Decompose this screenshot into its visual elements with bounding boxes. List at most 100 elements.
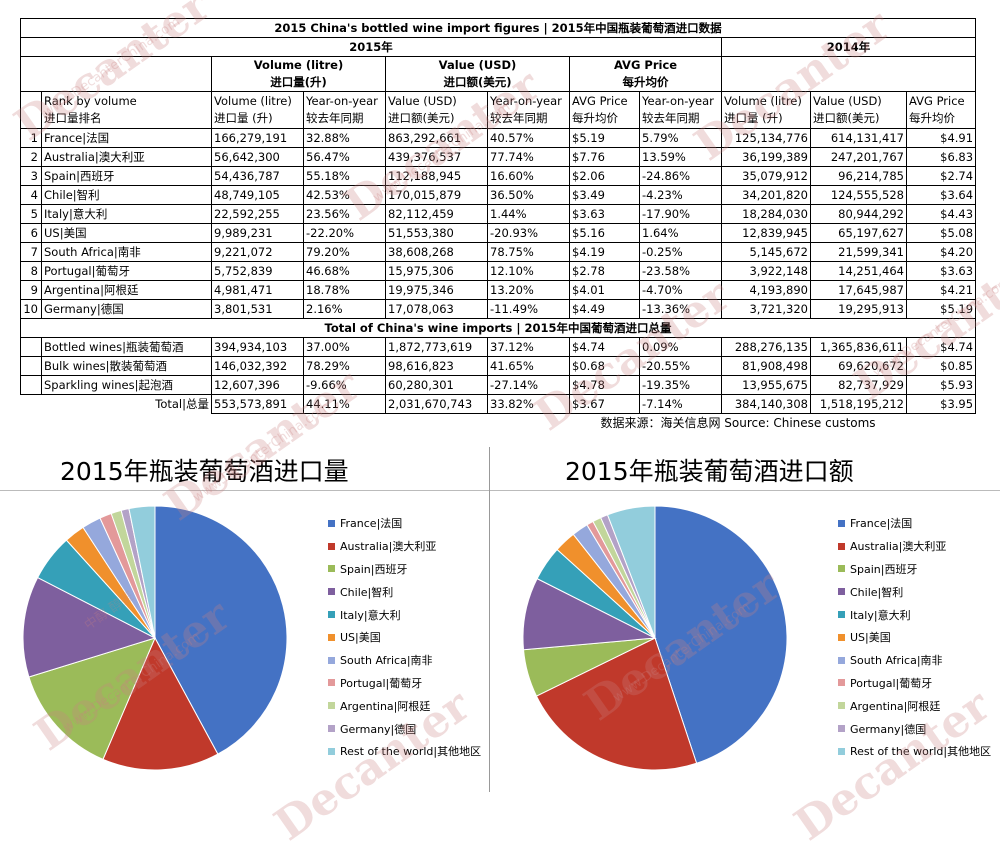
value-cell: 863,292,661 bbox=[385, 128, 488, 148]
group-value-header: Value (USD) 进口额(美元) bbox=[385, 56, 570, 92]
blank-header bbox=[20, 56, 212, 92]
rank-cell: 7 bbox=[20, 242, 42, 262]
country-cell: Italy|意大利 bbox=[41, 204, 212, 224]
avg-price-cell: $5.19 bbox=[569, 128, 640, 148]
avg-yoy-cell: -17.90% bbox=[639, 204, 722, 224]
legend-label: Italy|意大利 bbox=[340, 608, 401, 622]
value-2014-cell: 1,365,836,611 bbox=[810, 337, 907, 357]
total-label-cell: Bottled wines|瓶装葡萄酒 bbox=[41, 337, 212, 357]
legend-swatch bbox=[838, 679, 845, 687]
country-cell: Spain|西班牙 bbox=[41, 166, 212, 186]
column-header-row: Rank by volume 进口量排名 Volume (litre) 进口量 (升… bbox=[20, 91, 977, 129]
volume-yoy-cell: 79.20% bbox=[303, 242, 386, 262]
legend-label: US|美国 bbox=[850, 631, 891, 645]
legend-entry-argentina: Argentina|阿根廷 bbox=[838, 694, 991, 717]
volume-yoy-cell: 23.56% bbox=[303, 204, 386, 224]
col-avg-yoy-cn: 较去年同期 bbox=[642, 111, 700, 125]
volume-yoy-cell: -22.20% bbox=[303, 223, 386, 243]
rank-cell: 3 bbox=[20, 166, 42, 186]
legend-swatch bbox=[838, 702, 845, 710]
value-cell: 112,188,945 bbox=[385, 166, 488, 186]
avg-price-cell: $7.76 bbox=[569, 147, 640, 167]
value-yoy-cell: 78.75% bbox=[487, 242, 570, 262]
volume-2014-cell: 384,140,308 bbox=[721, 394, 811, 414]
pie-slice-australia bbox=[535, 637, 698, 771]
legend-entry-germany: Germany|德国 bbox=[838, 717, 991, 740]
volume-cell: 9,989,231 bbox=[211, 223, 304, 243]
rank-cell: 4 bbox=[20, 185, 42, 205]
volume-cell: 553,573,891 bbox=[211, 394, 304, 414]
legend-label: Portugal|葡萄牙 bbox=[340, 676, 423, 690]
section-divider bbox=[0, 490, 1000, 491]
legend-swatch bbox=[328, 588, 335, 596]
volume-cell: 9,221,072 bbox=[211, 242, 304, 262]
legend-entry-us: US|美国 bbox=[838, 626, 991, 649]
avg-price-cell: $4.78 bbox=[569, 375, 640, 395]
legend-label: Germany|德国 bbox=[340, 722, 417, 736]
value-2014-cell: 247,201,767 bbox=[810, 147, 907, 167]
value-2014-cell: 19,295,913 bbox=[810, 299, 907, 319]
avg-price-cell: $0.68 bbox=[569, 356, 640, 376]
rank-cell: 1 bbox=[20, 128, 42, 148]
volume-yoy-cell: 2.16% bbox=[303, 299, 386, 319]
value-pie-legend: France|法国 Australia|澳大利亚 Spain|西班牙 Chile|智利… bbox=[838, 512, 991, 763]
value-2014-cell: 82,737,929 bbox=[810, 375, 907, 395]
col-volume-yoy: Year-on-year 较去年同期 bbox=[303, 91, 386, 129]
avg-2014-cell: $4.91 bbox=[905, 128, 977, 148]
col-volume-cn: 进口量 (升) bbox=[214, 111, 273, 125]
volume-cell: 48,749,105 bbox=[211, 185, 304, 205]
legend-swatch bbox=[328, 565, 335, 573]
avg-price-cell: $2.06 bbox=[569, 166, 640, 186]
avg-price-cell: $4.19 bbox=[569, 242, 640, 262]
volume-pie-title: 2015年瓶装葡萄酒进口量 bbox=[60, 457, 349, 486]
source-spacer bbox=[21, 414, 488, 433]
volume-cell: 22,592,255 bbox=[211, 204, 304, 224]
col-2014-volume-en: Volume (litre) bbox=[724, 94, 802, 108]
volume-yoy-cell: 32.88% bbox=[303, 128, 386, 148]
legend-swatch bbox=[328, 519, 335, 527]
legend-swatch bbox=[328, 633, 335, 641]
volume-pie-chart bbox=[22, 505, 288, 771]
col-2014-avg-cn: 每升均价 bbox=[909, 111, 955, 125]
col-volume: Volume (litre) 进口量 (升) bbox=[211, 91, 304, 129]
volume-yoy-cell: 56.47% bbox=[303, 147, 386, 167]
col-value-en: Value (USD) bbox=[388, 94, 457, 108]
avg-price-cell: $3.49 bbox=[569, 185, 640, 205]
value-cell: 60,280,301 bbox=[385, 375, 488, 395]
value-2014-cell: 124,555,528 bbox=[810, 185, 907, 205]
avg-price-cell: $4.01 bbox=[569, 280, 640, 300]
volume-cell: 54,436,787 bbox=[211, 166, 304, 186]
value-yoy-cell: -27.14% bbox=[487, 375, 570, 395]
legend-label: Australia|澳大利亚 bbox=[340, 540, 437, 554]
col-value-cn: 进口额(美元) bbox=[388, 111, 455, 125]
year-2015-header: 2015年 bbox=[20, 37, 722, 57]
total-label-cell: Total|总量 bbox=[155, 396, 209, 411]
avg-2014-cell: $3.95 bbox=[905, 394, 977, 414]
col-rank-en: Rank by volume bbox=[44, 94, 137, 108]
legend-label: South Africa|南非 bbox=[340, 654, 433, 668]
pie-slice-france bbox=[154, 505, 288, 755]
avg-2014-cell: $5.93 bbox=[905, 375, 977, 395]
avg-price-cell: $5.16 bbox=[569, 223, 640, 243]
avg-yoy-cell: -0.25% bbox=[639, 242, 722, 262]
rank-cell: 2 bbox=[20, 147, 42, 167]
value-cell: 439,376,537 bbox=[385, 147, 488, 167]
legend-swatch bbox=[838, 725, 845, 733]
source-row: 数据来源：海关信息网 Source: Chinese customs bbox=[21, 414, 976, 433]
value-yoy-cell: -11.49% bbox=[487, 299, 570, 319]
total-header: Total of China's wine imports | 2015年中国葡… bbox=[19, 318, 977, 338]
legend-label: Germany|德国 bbox=[850, 722, 927, 736]
legend-entry-south-africa: South Africa|南非 bbox=[328, 649, 481, 672]
avg-yoy-cell: -13.36% bbox=[639, 299, 722, 319]
legend-entry-us: US|美国 bbox=[328, 626, 481, 649]
source-note: 数据来源：海关信息网 Source: Chinese customs bbox=[600, 415, 876, 430]
legend-label: Spain|西班牙 bbox=[340, 562, 408, 576]
legend-swatch bbox=[838, 747, 845, 755]
total-row-spacer bbox=[20, 337, 42, 357]
volume-cell: 146,032,392 bbox=[211, 356, 304, 376]
col-2014-value-cn: 进口额(美元) bbox=[813, 111, 880, 125]
table-row: 1 France|法国 166,279,191 32.88% 863,292,661 40… bbox=[20, 128, 977, 148]
avg-2014-cell: $3.63 bbox=[905, 261, 977, 281]
group-volume-cn: 进口量(升) bbox=[270, 75, 327, 89]
avg-yoy-cell: 13.59% bbox=[639, 147, 722, 167]
